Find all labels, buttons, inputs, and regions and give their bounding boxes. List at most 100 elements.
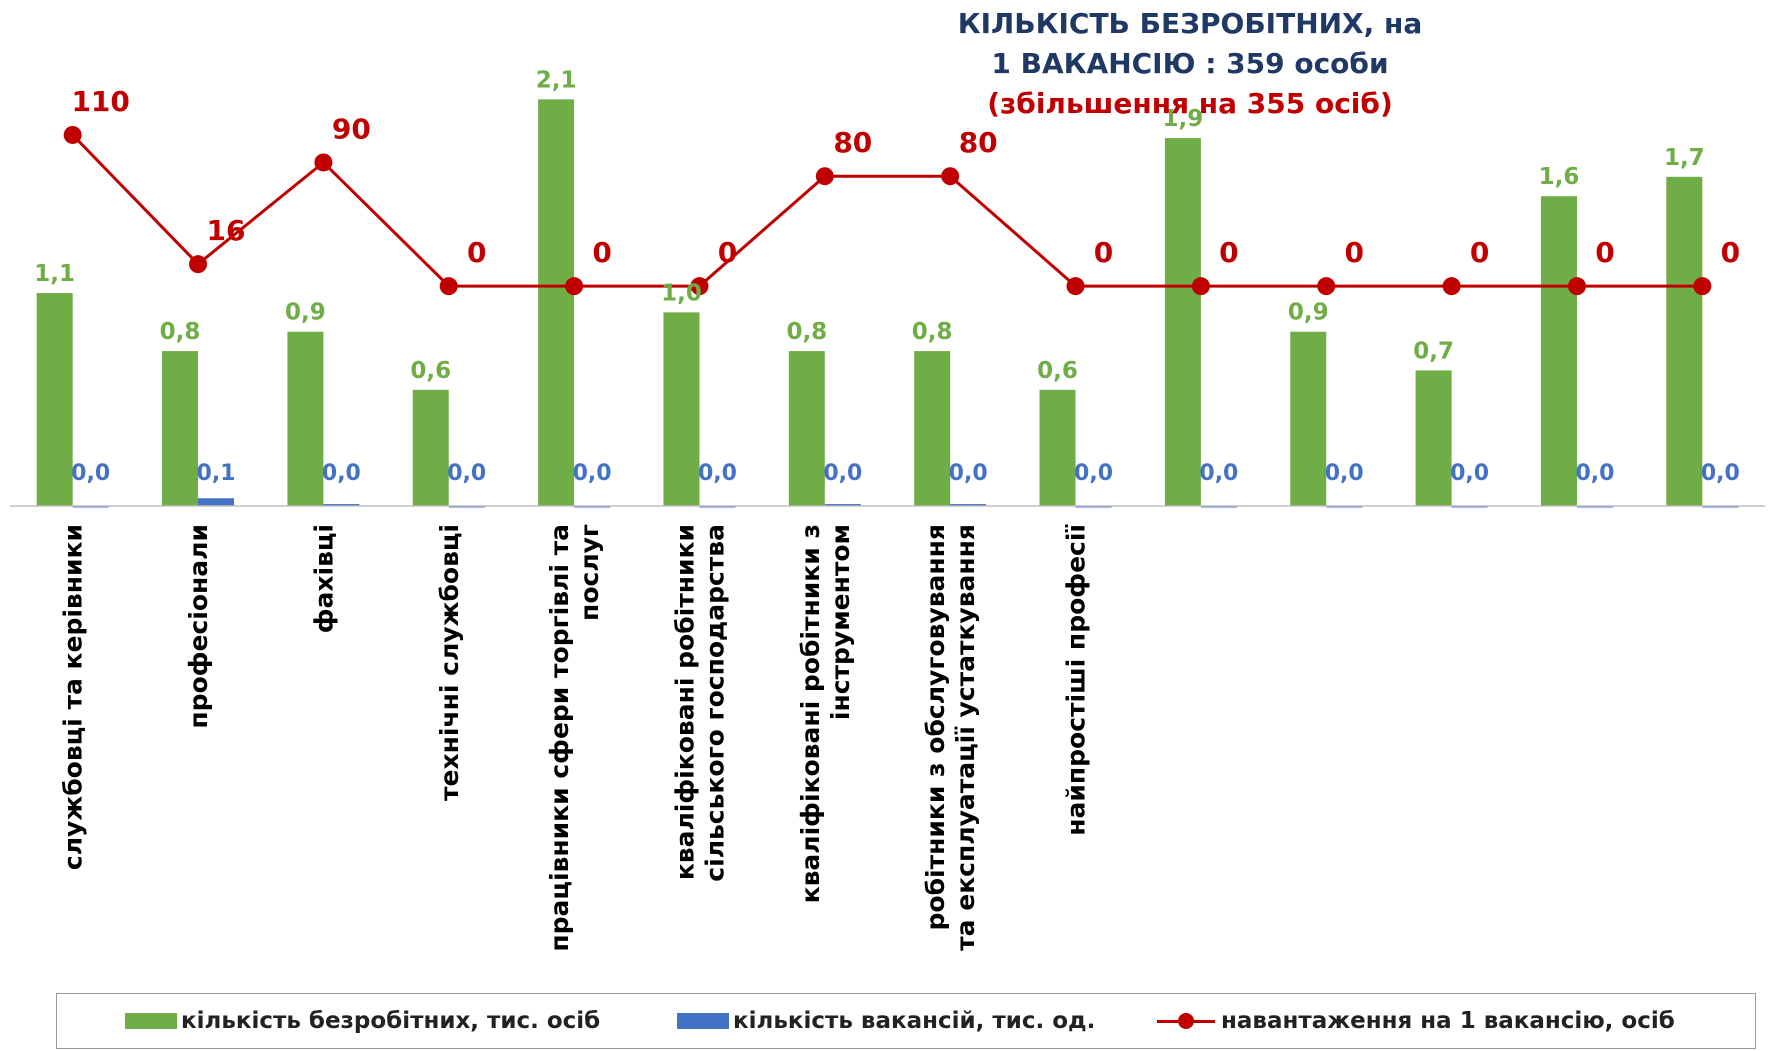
category-label: робітники з обслуговування	[921, 524, 950, 931]
category-label: та експлуатації устаткування	[951, 524, 980, 951]
category-labels-layer: службовці та керівники професіонали фахівц…	[59, 524, 1091, 952]
load-point	[1066, 277, 1085, 296]
label-vacancies: 0,0	[1450, 461, 1489, 486]
title-line-3: (збільшення на 355 осіб)	[987, 87, 1393, 120]
load-point	[1442, 277, 1461, 296]
category-label: кваліфіковані робітники з	[796, 524, 825, 903]
category-label: технічні службовці	[435, 524, 464, 801]
label-unemployed: 1,1	[34, 261, 75, 287]
label-load: 0	[1595, 236, 1614, 269]
legend-label-unemployed: кількість безробітних, тис. осіб	[181, 1008, 601, 1034]
bar-vacancies	[323, 504, 360, 506]
category-label: фахівці	[309, 524, 338, 633]
label-unemployed: 1,9	[1163, 106, 1204, 132]
label-vacancies: 0,0	[447, 461, 486, 486]
label-load: 110	[71, 85, 129, 118]
load-point	[439, 277, 458, 296]
category-label: кваліфіковані робітники	[670, 524, 699, 880]
load-point	[1567, 277, 1586, 296]
label-load: 0	[1470, 236, 1489, 269]
label-vacancies: 0,0	[1701, 461, 1740, 486]
label-load: 0	[1094, 236, 1113, 269]
legend-item-vacancies: кількість вакансій, тис. од.	[677, 1008, 1095, 1034]
legend-item-unemployed: кількість безробітних, тис. осіб	[125, 1008, 600, 1034]
label-unemployed: 0,6	[410, 358, 451, 384]
bar-unemployed	[162, 351, 199, 506]
bar-unemployed	[1164, 138, 1201, 506]
title-line-2: 1 ВАКАНСІЮ : 359 особи	[991, 47, 1389, 80]
label-vacancies: 0,0	[1199, 461, 1238, 486]
label-load: 0	[1721, 236, 1740, 269]
bar-unemployed	[287, 331, 324, 506]
label-load: 0	[718, 236, 737, 269]
legend-label-load: навантаження на 1 вакансію, осіб	[1221, 1008, 1675, 1034]
category-label: інструментом	[826, 524, 855, 720]
label-vacancies: 0,0	[71, 461, 110, 486]
label-vacancies: 0,0	[1575, 461, 1614, 486]
load-point	[815, 167, 834, 186]
label-load: 80	[959, 126, 998, 159]
label-unemployed: 0,8	[912, 319, 953, 345]
load-line-layer	[63, 125, 1712, 296]
load-point	[1693, 277, 1712, 296]
label-unemployed: 0,9	[285, 300, 326, 326]
load-point	[63, 125, 82, 144]
label-load: 0	[467, 236, 486, 269]
label-vacancies: 0,0	[1325, 461, 1364, 486]
category-label: найпростіші професії	[1062, 524, 1091, 836]
label-load: 0	[1345, 236, 1364, 269]
label-vacancies: 0,0	[322, 461, 361, 486]
label-unemployed: 0,9	[1288, 300, 1329, 326]
legend-label-vacancies: кількість вакансій, тис. од.	[733, 1008, 1096, 1034]
label-vacancies: 0,0	[573, 461, 612, 486]
label-unemployed: 1,7	[1664, 145, 1705, 171]
bar-vacancies	[198, 498, 235, 506]
bar-unemployed	[788, 351, 825, 506]
label-load: 0	[1219, 236, 1238, 269]
bar-unemployed	[914, 351, 951, 506]
label-unemployed: 1,6	[1539, 164, 1580, 190]
load-point	[1317, 277, 1336, 296]
legend-swatch-unemployed	[125, 1013, 177, 1029]
label-unemployed: 2,1	[536, 67, 577, 93]
title-line-1: КІЛЬКІСТЬ БЕЗРОБІТНИХ, на	[957, 7, 1423, 40]
label-unemployed: 0,8	[786, 319, 827, 345]
load-point	[941, 167, 960, 186]
load-series-line	[71, 133, 1703, 288]
label-unemployed: 0,6	[1037, 358, 1078, 384]
bars-layer	[36, 99, 1739, 508]
legend-swatch-load	[1157, 1011, 1215, 1031]
load-point	[565, 277, 584, 296]
bar-unemployed	[1415, 370, 1452, 506]
label-unemployed: 0,7	[1413, 338, 1454, 364]
label-load: 16	[207, 214, 246, 247]
bar-unemployed	[1540, 196, 1577, 506]
chart-title: КІЛЬКІСТЬ БЕЗРОБІТНИХ, на 1 ВАКАНСІЮ : 3…	[880, 4, 1500, 124]
data-labels-layer: 1,1 0,8 0,9 0,6 2,1 1,0 0,8 0,8 0,6 1,9 0,9 0,7 1,6 1…	[34, 67, 1740, 486]
label-load: 90	[332, 112, 371, 145]
load-point	[1191, 277, 1210, 296]
label-vacancies: 0,1	[197, 461, 236, 486]
category-label: сільського господарства	[700, 524, 729, 882]
bar-unemployed	[36, 293, 73, 506]
bar-unemployed	[1290, 331, 1327, 506]
label-load: 80	[833, 126, 872, 159]
category-label: послуг	[575, 524, 604, 621]
legend-item-load: навантаження на 1 вакансію, осіб	[1157, 1008, 1675, 1034]
label-vacancies: 0,0	[1074, 461, 1113, 486]
label-vacancies: 0,0	[823, 461, 862, 486]
legend-swatch-vacancies	[677, 1013, 729, 1029]
category-label: професіонали	[184, 524, 213, 729]
load-point	[189, 255, 208, 274]
bar-vacancies	[950, 504, 987, 506]
bar-unemployed	[663, 312, 700, 506]
load-point	[314, 153, 333, 172]
category-label: службовці та керівники	[59, 524, 88, 870]
bar-unemployed	[412, 389, 449, 506]
category-label: працівники сфери торгівлі та	[545, 524, 574, 952]
label-vacancies: 0,0	[698, 461, 737, 486]
bar-unemployed	[1666, 176, 1703, 506]
label-vacancies: 0,0	[949, 461, 988, 486]
bar-unemployed	[1039, 389, 1076, 506]
